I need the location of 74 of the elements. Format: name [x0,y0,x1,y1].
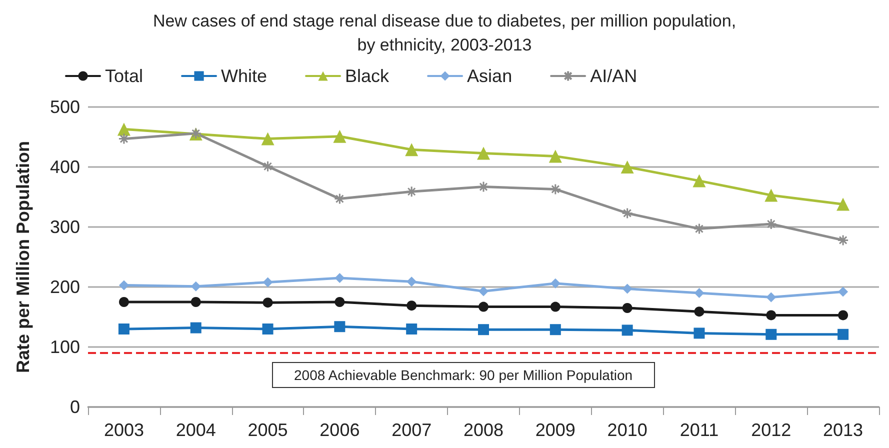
point [838,310,848,320]
point [692,174,706,188]
point [622,324,633,336]
point [550,324,561,336]
point [262,277,273,288]
point [837,234,849,246]
point [838,286,848,297]
point [836,198,850,211]
point [190,322,202,334]
y-tick-label: 400 [50,157,80,177]
legend-label: Asian [467,66,512,86]
y-tick-label: 0 [70,397,80,417]
point [406,324,418,334]
x-tick-label: 2013 [823,420,864,440]
point [765,218,777,230]
point [764,188,778,202]
point [766,310,776,320]
point [694,288,704,298]
x-tick-label: 2005 [248,420,288,440]
y-tick-label: 500 [50,97,80,117]
point [190,281,201,292]
point [261,132,274,146]
point [333,130,346,143]
point [334,193,346,205]
point [622,303,632,313]
point [190,297,201,307]
point [620,160,634,174]
x-tick-label: 2011 [680,420,719,440]
point [406,300,417,311]
x-tick-label: 2006 [320,420,360,440]
y-axis-title: Rate per Million Population [13,140,33,374]
point [622,284,632,294]
point [478,286,488,296]
chart-title: New cases of end stage renal disease due to diabetes, per million population, by ethnicity, 2003-2013 [152,12,736,54]
legend-label: AI/AN [590,66,638,86]
point [406,276,417,287]
point [118,280,129,290]
point [334,273,345,283]
y-tick-label: 300 [50,217,80,237]
point [262,324,274,334]
point [118,324,130,334]
point [334,321,346,332]
point [550,302,560,312]
x-tick-label: 2004 [176,420,216,440]
x-tick-label: 2012 [751,420,792,440]
point [405,143,418,156]
point [766,328,777,340]
point [262,160,274,172]
legend-label: White [221,66,268,86]
point [694,306,704,317]
point [548,150,562,163]
point [550,183,562,195]
x-tick-label: 2007 [392,420,432,440]
point [117,122,130,136]
point [334,297,345,307]
point [550,278,560,288]
legend-label: Total [105,66,144,86]
x-tick-label: 2003 [104,420,144,440]
point [262,298,273,308]
x-tick-label: 2010 [607,420,648,440]
point [766,292,776,302]
legend-label: Black [345,66,390,86]
point [694,328,705,339]
x-tick-label: 2008 [463,420,504,440]
point [478,324,489,336]
y-tick-label: 100 [50,337,80,357]
point [838,328,849,340]
point [477,146,490,160]
point [693,223,705,235]
point [118,297,129,307]
y-tick-label: 200 [50,277,80,297]
x-tick-label: 2009 [535,420,576,440]
point [478,302,488,312]
point [622,207,634,219]
